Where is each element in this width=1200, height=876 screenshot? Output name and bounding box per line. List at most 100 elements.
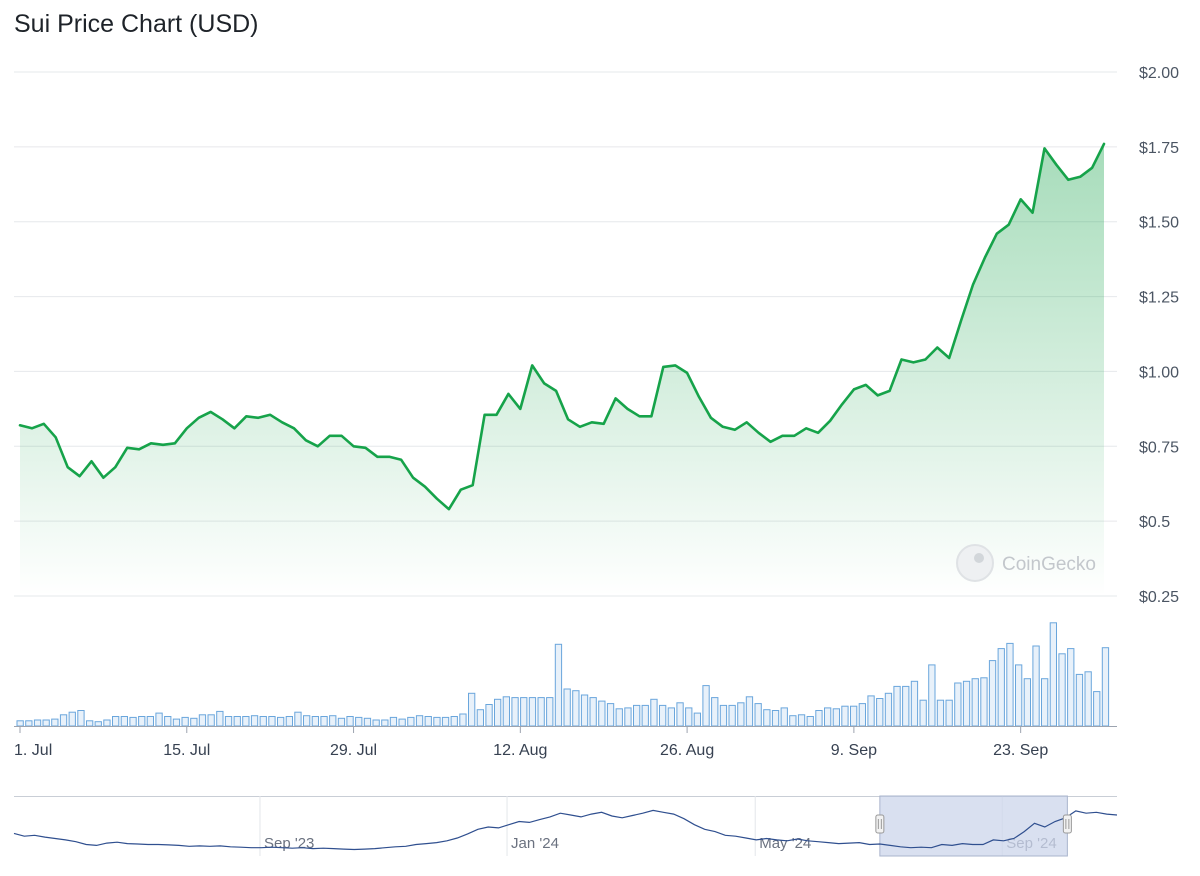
volume-bar — [884, 692, 893, 727]
coingecko-watermark: CoinGecko — [956, 544, 1096, 582]
volume-bar — [659, 704, 667, 727]
volume-bar — [468, 692, 476, 727]
volume-bar — [77, 710, 85, 727]
volume-bar — [68, 711, 76, 727]
volume-bar — [1101, 647, 1110, 727]
volume-bar — [763, 709, 771, 727]
volume-bar — [320, 716, 328, 727]
volume-bar — [606, 703, 615, 727]
volume-bar — [702, 685, 710, 727]
navigator-label: May '24 — [759, 835, 811, 852]
x-axis-labels: 1. Jul 15. Jul 29. Jul 12. Aug 26. Aug 9. Sep… — [14, 727, 1048, 759]
volume-bar — [893, 685, 901, 727]
volume-bar — [233, 716, 241, 727]
y-tick-label: $0.75 — [1139, 439, 1179, 456]
gecko-logo-icon — [956, 544, 994, 582]
volume-bars — [16, 622, 1110, 727]
volume-bar — [242, 716, 250, 727]
volume-bar — [780, 707, 788, 727]
volume-bar — [502, 696, 511, 727]
gecko-eye-icon — [974, 553, 984, 563]
volume-bar — [485, 704, 493, 727]
volume-bar — [745, 696, 754, 727]
volume-bar — [476, 709, 485, 727]
volume-bar — [936, 699, 945, 727]
price-line[interactable] — [18, 142, 1106, 511]
volume-bar — [754, 703, 762, 727]
volume-bar — [146, 716, 154, 727]
volume-bar — [919, 699, 927, 727]
volume-bar — [346, 716, 354, 727]
volume-bar — [858, 703, 867, 727]
volume-bar — [650, 698, 658, 727]
volume-bar — [988, 660, 997, 727]
volume-bar — [615, 708, 623, 727]
volume-bar — [815, 710, 823, 727]
navigator-left-handle[interactable] — [875, 814, 885, 834]
volume-bar — [1075, 673, 1084, 727]
y-tick-label: $2.00 — [1139, 65, 1179, 82]
x-tick-label: 15. Jul — [163, 742, 210, 759]
volume-bar — [112, 716, 120, 727]
x-tick-label: 12. Aug — [493, 742, 547, 759]
volume-bar — [441, 716, 450, 727]
volume-bar — [86, 720, 94, 727]
volume-bar — [528, 697, 537, 727]
volume-bar — [511, 697, 519, 727]
volume-bar — [841, 705, 849, 727]
volume-bar — [311, 716, 320, 727]
volume-bar — [910, 680, 919, 727]
volume-bar — [1084, 671, 1092, 727]
volume-bar — [329, 715, 337, 727]
volume-bar — [563, 688, 571, 727]
volume-bar — [1067, 648, 1075, 727]
volume-bar — [719, 704, 728, 727]
volume-bar — [285, 716, 294, 727]
volume-bar — [363, 717, 372, 727]
volume-bar — [771, 710, 780, 727]
volume-bar — [433, 716, 441, 727]
volume-bar — [598, 700, 606, 727]
volume-bar — [155, 712, 163, 727]
volume-bar — [294, 711, 302, 727]
volume-bar — [667, 707, 676, 727]
volume-bar — [572, 690, 580, 727]
volume-bar — [224, 716, 233, 727]
volume-bar — [268, 716, 276, 727]
navigator-right-handle[interactable] — [1062, 814, 1072, 834]
y-tick-label: $0.5 — [1139, 514, 1170, 531]
volume-bar — [797, 714, 806, 727]
volume-bar — [303, 715, 311, 727]
volume-bar — [962, 680, 971, 727]
volume-bar — [181, 716, 189, 727]
volume-bar — [711, 697, 719, 727]
y-tick-label: $1.00 — [1139, 364, 1179, 381]
volume-bar — [850, 705, 858, 727]
volume-bar — [59, 714, 68, 727]
volume-bar — [1049, 622, 1057, 727]
volume-bar — [103, 719, 111, 727]
volume-bar — [164, 716, 172, 727]
x-tick-label: 1. Jul — [14, 742, 52, 759]
volume-bar — [824, 707, 832, 727]
volume-bar — [138, 716, 146, 727]
x-tick-label: 26. Aug — [660, 742, 714, 759]
volume-bar — [580, 694, 589, 727]
volume-bar — [971, 678, 979, 727]
volume-bar — [94, 721, 102, 727]
volume-bar — [1041, 678, 1049, 727]
price-area-fill — [20, 143, 1104, 596]
volume-bar — [42, 719, 50, 727]
volume-bar — [876, 698, 884, 727]
navigator-label: Sep '23 — [264, 835, 314, 852]
volume-bar — [1023, 678, 1031, 727]
navigator-label: Jan '24 — [511, 835, 559, 852]
y-tick-label: $0.25 — [1139, 589, 1179, 606]
volume-bar — [537, 697, 545, 727]
volume-bar — [1058, 653, 1066, 727]
volume-bar — [980, 677, 988, 727]
volume-bar — [806, 716, 814, 727]
volume-bar — [624, 707, 632, 727]
